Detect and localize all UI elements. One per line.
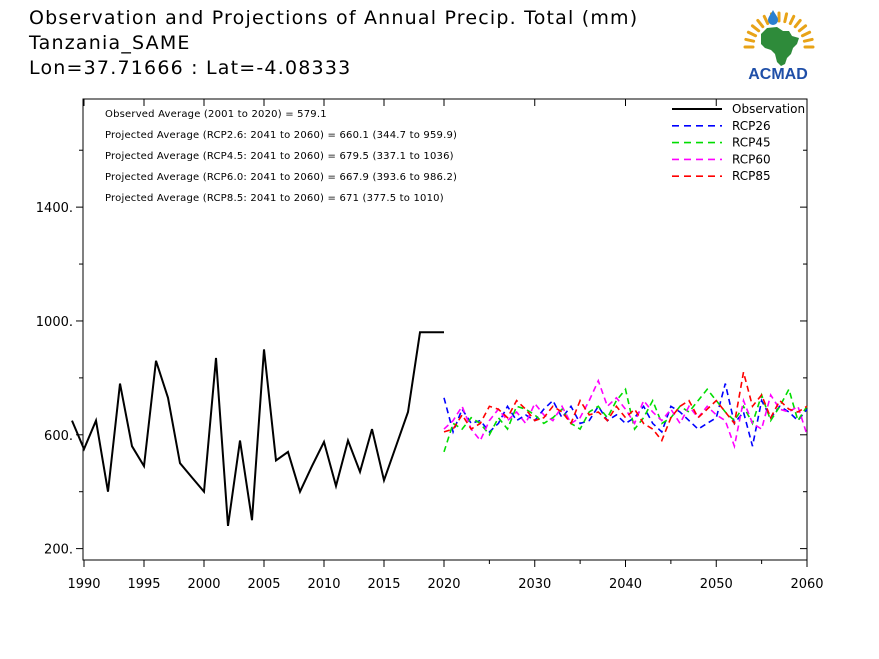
legend-label: Observation: [732, 102, 805, 116]
stats-annotation: Projected Average (RCP8.5: 2041 to 2060)…: [105, 193, 444, 204]
x-tick-label: 2020: [427, 577, 460, 592]
sun-ray: [744, 37, 756, 43]
coordinates-label: Lon=37.71666 : Lat=-4.08333: [29, 57, 352, 79]
stats-annotation: Projected Average (RCP6.0: 2041 to 2060)…: [105, 172, 457, 183]
x-tick-label: 2040: [609, 577, 642, 592]
plot-axes: 200. 600. 1000. 1400. 1990 1995 2000 2005 2010 20…: [36, 98, 824, 592]
sun-ray: [783, 12, 789, 24]
stats-annotations: Observed Average (2001 to 2020) = 579.1 P…: [105, 109, 457, 204]
sun-ray: [800, 30, 812, 38]
sun-ray: [762, 14, 770, 26]
x-tick-label: 2050: [700, 577, 733, 592]
legend-label: RCP60: [732, 152, 771, 166]
x-tick-label: 2010: [307, 577, 340, 592]
y-tick-label: 200.: [44, 543, 73, 558]
stats-annotation: Projected Average (RCP2.6: 2041 to 2060)…: [105, 130, 457, 141]
x-tick-label: 2005: [247, 577, 280, 592]
x-tick-label: 1990: [67, 577, 100, 592]
y-tick-label: 600.: [44, 429, 73, 444]
legend-label: RCP45: [732, 136, 771, 150]
chart-legend: Observation RCP26 RCP45 RCP60 RCP85: [672, 102, 805, 183]
series-line-rcp85: [443, 371, 808, 443]
chart-title-block: Observation and Projections of Annual Pr…: [29, 6, 638, 81]
location-name: Tanzania_SAME: [29, 32, 191, 54]
x-tick-label: 2015: [367, 577, 400, 592]
sun-ray: [746, 30, 758, 38]
sun-ray: [797, 24, 808, 33]
acmad-logo: ACMAD: [743, 10, 815, 83]
y-tick-label: 1400.: [36, 201, 73, 216]
y-tick-label: 1000.: [36, 315, 73, 330]
stats-annotation: Projected Average (RCP4.5: 2041 to 2060)…: [105, 151, 454, 162]
series-layer: [71, 331, 808, 527]
sun-ray: [756, 18, 765, 29]
x-tick-label: 2060: [790, 577, 823, 592]
legend-label: RCP85: [732, 169, 771, 183]
chart-title: Observation and Projections of Annual Pr…: [29, 7, 639, 29]
series-line-rcp60: [443, 378, 808, 450]
x-tick-label: 2030: [518, 577, 551, 592]
series-line-observation: [71, 331, 444, 527]
x-tick-label: 1995: [127, 577, 160, 592]
africa-map-icon: [761, 27, 799, 66]
legend-label: RCP26: [732, 119, 771, 133]
series-line-rcp45: [443, 387, 808, 453]
stats-annotation: Observed Average (2001 to 2020) = 579.1: [105, 109, 327, 120]
series-line-rcp26: [443, 383, 808, 447]
sun-ray: [793, 18, 802, 29]
sun-ray: [788, 14, 796, 26]
plot-frame: [82, 98, 808, 561]
logo-text: ACMAD: [748, 66, 808, 83]
water-drop-icon: [768, 10, 778, 25]
x-tick-label: 2000: [187, 577, 220, 592]
sun-ray: [750, 24, 761, 33]
sun-ray: [802, 37, 814, 43]
